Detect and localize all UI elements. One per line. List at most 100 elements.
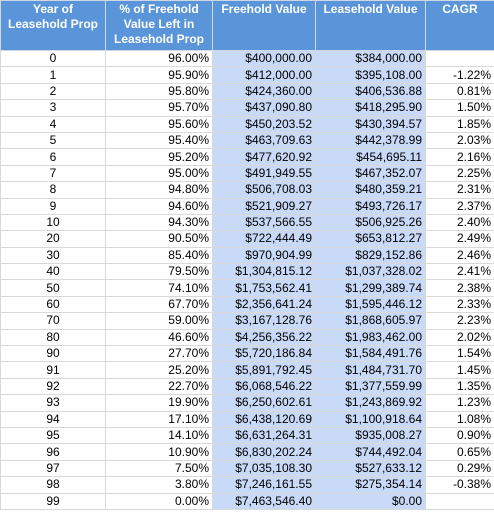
table-row: 80 46.60% $4,256,356.22 $1,983,462.00 2.02% [0, 328, 494, 347]
cell: 93 [0, 394, 106, 412]
cell: 7.50% [105, 459, 213, 478]
cell: $935,008.27 [315, 426, 426, 445]
table-row: 99 0.00% $7,463,546.40 $0.00 [0, 492, 494, 510]
table-row: 40 79.50% $1,304,815.12 $1,037,328.02 2.41% [0, 263, 494, 281]
cell: 90.50% [105, 230, 213, 248]
cell: 3.80% [105, 476, 213, 494]
cell: 92 [0, 377, 106, 396]
cell: $395,108.00 [315, 66, 426, 84]
cell: -1.22% [425, 66, 494, 84]
cell: 5 [0, 131, 106, 150]
cell: $653,812.27 [315, 230, 426, 248]
cell: $437,090.80 [212, 99, 316, 117]
cell: 67.70% [105, 295, 213, 314]
empty-cell [425, 492, 494, 510]
cell: 2.46% [425, 246, 494, 265]
cell: $527,633.12 [315, 459, 426, 478]
cell: $424,360.00 [212, 82, 316, 101]
cell: 10.90% [105, 443, 213, 461]
table-row: 91 25.20% $5,891,792.45 $1,484,731.70 1.45% [0, 361, 494, 379]
cell: 96 [0, 443, 106, 461]
cell: $384,000.00 [315, 49, 426, 68]
cell: 19.90% [105, 394, 213, 412]
cell: $491,949.55 [212, 164, 316, 183]
cell: $744,492.04 [315, 443, 426, 461]
cell: $0.00 [315, 492, 426, 510]
table-row: 9 94.60% $521,909.27 $493,726.17 2.37% [0, 197, 494, 215]
cell: $970,904.99 [212, 246, 316, 265]
cell: $463,709.63 [212, 131, 316, 150]
cell: 8 [0, 181, 106, 199]
cell: 79.50% [105, 263, 213, 281]
table-row: 6 95.20% $477,620.92 $454,695.11 2.16% [0, 148, 494, 166]
table-row: 90 27.70% $5,720,186.84 $1,584,491.76 1.54% [0, 345, 494, 363]
table-row: 8 94.80% $506,708.03 $480,359.21 2.31% [0, 181, 494, 199]
table-row: 30 85.40% $970,904.99 $829,152.86 2.46% [0, 246, 494, 265]
cell: 46.60% [105, 328, 213, 347]
table-row: 10 94.30% $537,566.55 $506,925.26 2.40% [0, 213, 494, 232]
cell: 27.70% [105, 345, 213, 363]
cell: 4 [0, 115, 106, 133]
cell: $430,394.57 [315, 115, 426, 133]
cell: $3,167,128.76 [212, 312, 316, 330]
cell: 90 [0, 345, 106, 363]
cell: 95.40% [105, 131, 213, 150]
table-row: 50 74.10% $1,753,562.41 $1,299,389.74 2.38% [0, 279, 494, 297]
cell: 2.31% [425, 181, 494, 199]
cell: 85.40% [105, 246, 213, 265]
cell: 1.08% [425, 410, 494, 428]
cell: $1,243,869.92 [315, 394, 426, 412]
cell: $1,484,731.70 [315, 361, 426, 379]
cell: $1,868,605.97 [315, 312, 426, 330]
cell: $6,250,602.61 [212, 394, 316, 412]
table-row: 95 14.10% $6,631,264.31 $935,008.27 0.90% [0, 426, 494, 445]
cell: 2.41% [425, 263, 494, 281]
column-header: Freehold Value [212, 0, 316, 51]
table-row: 3 95.70% $437,090.80 $418,295.90 1.50% [0, 99, 494, 117]
cell: 95.20% [105, 148, 213, 166]
cell: 10 [0, 213, 106, 232]
cell: $406,536.88 [315, 82, 426, 101]
cell: 1 [0, 66, 106, 84]
cell: 2 [0, 82, 106, 101]
cell: 22.70% [105, 377, 213, 396]
cell: $537,566.55 [212, 213, 316, 232]
cell: 1.45% [425, 361, 494, 379]
cell: 17.10% [105, 410, 213, 428]
cell: 2.37% [425, 197, 494, 215]
cell: $722,444.49 [212, 230, 316, 248]
cell: $6,438,120.69 [212, 410, 316, 428]
cell: 94.30% [105, 213, 213, 232]
table-row: 97 7.50% $7,035,108.30 $527,633.12 0.29% [0, 459, 494, 478]
cell: 94 [0, 410, 106, 428]
cell: 0.29% [425, 459, 494, 478]
cell: 59.00% [105, 312, 213, 330]
cell: 40 [0, 263, 106, 281]
cell: 94.80% [105, 181, 213, 199]
cell: 0.65% [425, 443, 494, 461]
cell: 14.10% [105, 426, 213, 445]
cell: 2.25% [425, 164, 494, 183]
table-row: 92 22.70% $6,068,546.22 $1,377,559.99 1.35% [0, 377, 494, 396]
cell: 96.00% [105, 49, 213, 68]
cell: 25.20% [105, 361, 213, 379]
cell: $7,463,546.40 [212, 492, 316, 510]
cell: $506,708.03 [212, 181, 316, 199]
cell: $467,352.07 [315, 164, 426, 183]
cell: 2.40% [425, 213, 494, 232]
cell: 2.02% [425, 328, 494, 347]
cell: $1,584,491.76 [315, 345, 426, 363]
cell: $6,631,264.31 [212, 426, 316, 445]
cell: $5,891,792.45 [212, 361, 316, 379]
cell: $454,695.11 [315, 148, 426, 166]
table-row: 5 95.40% $463,709.63 $442,378.99 2.03% [0, 131, 494, 150]
spreadsheet: Year of Leasehold Prop% of Freehold Valu… [0, 0, 494, 510]
cell: 95.80% [105, 82, 213, 101]
cell: $1,304,815.12 [212, 263, 316, 281]
cell: $6,068,546.22 [212, 377, 316, 396]
table-row: 94 17.10% $6,438,120.69 $1,100,918.64 1.08% [0, 410, 494, 428]
cell: -0.38% [425, 476, 494, 494]
cell: 99 [0, 492, 106, 510]
column-header: % of Freehold Value Left in Leasehold Pr… [105, 0, 213, 51]
